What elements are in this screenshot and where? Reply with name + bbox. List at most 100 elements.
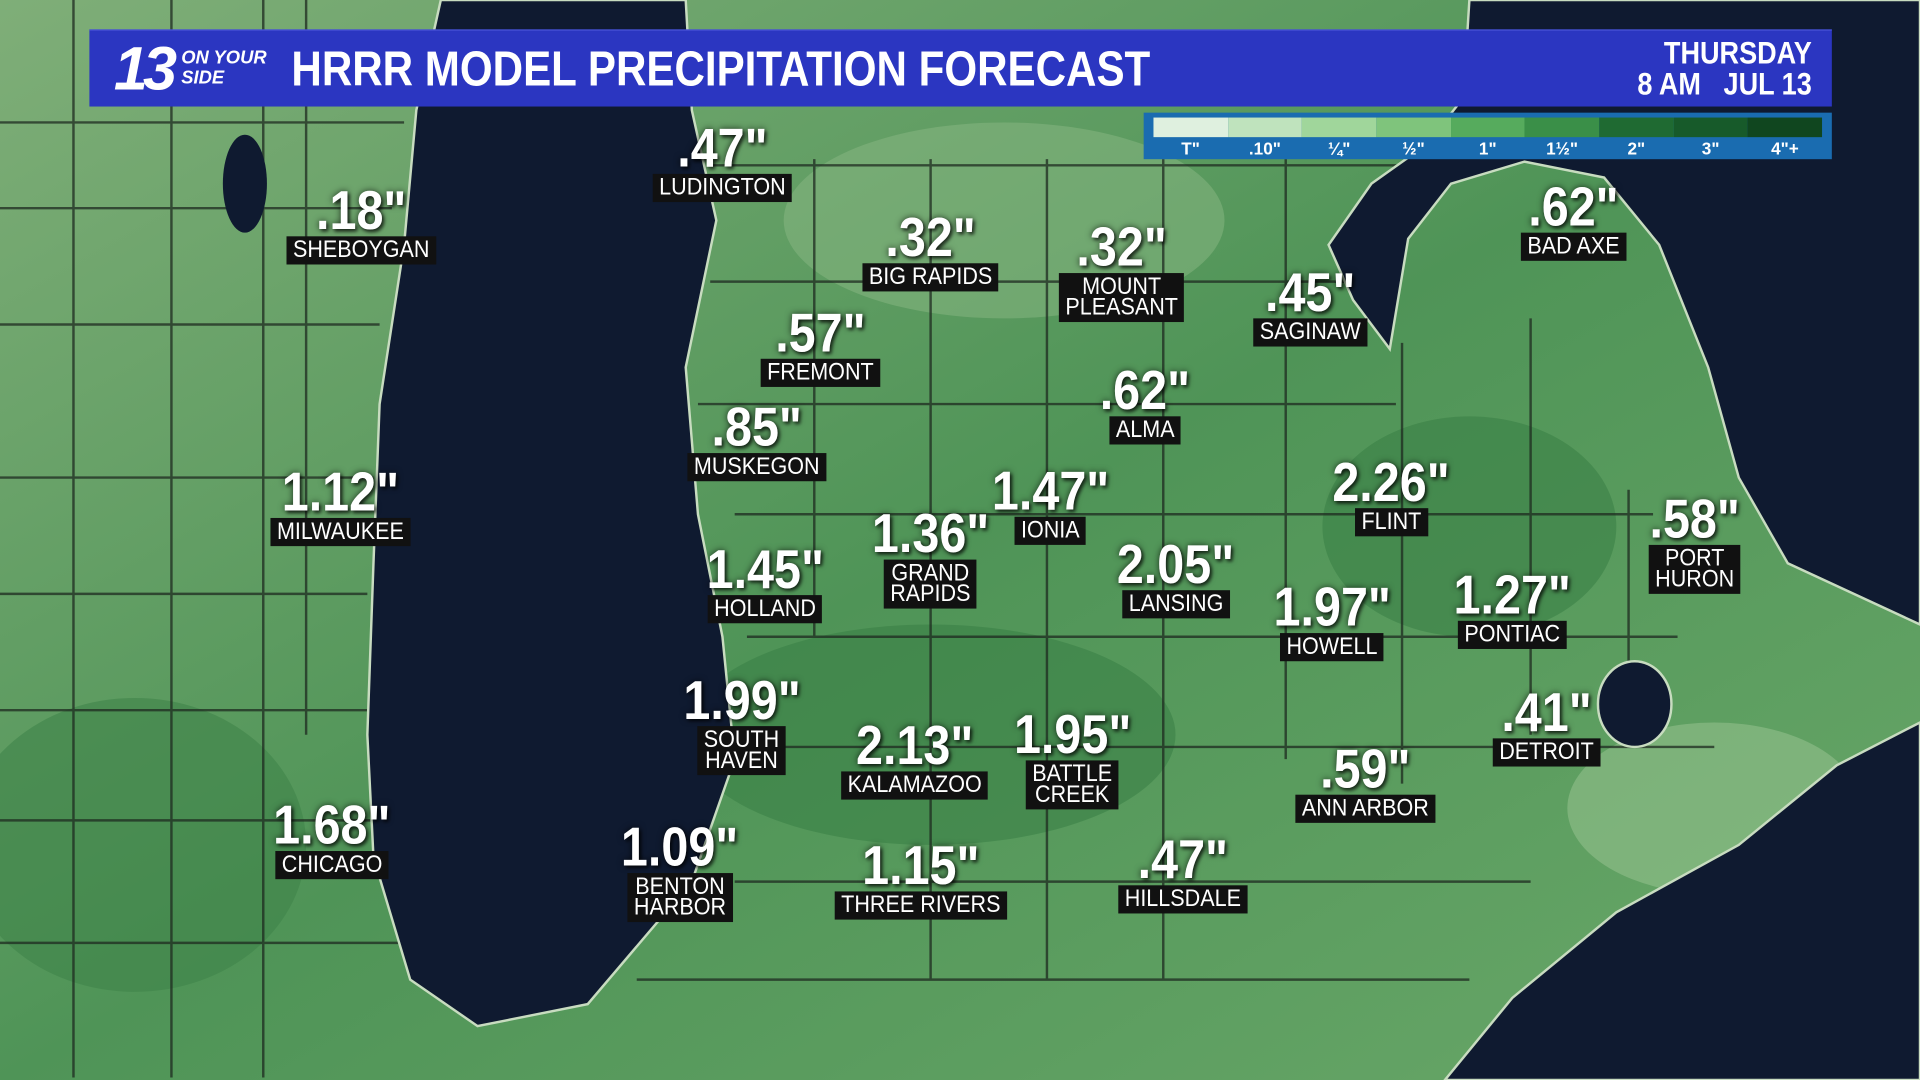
city-label: LUDINGTON: [652, 173, 793, 203]
city-marker: .62" ALMA: [1094, 358, 1197, 445]
city-marker: 2.13" KALAMAZOO: [831, 718, 998, 800]
precip-value: .32": [885, 205, 976, 269]
precip-value: 1.47": [991, 459, 1110, 522]
legend-swatch: [1599, 117, 1674, 138]
legend-label: .10": [1248, 138, 1281, 158]
legend-label: ¼": [1327, 138, 1351, 158]
city-label: HILLSDALE: [1118, 885, 1248, 914]
city-marker: .85" MUSKEGON: [678, 395, 836, 482]
precip-value: 1.09": [620, 815, 739, 878]
precip-value: .47": [677, 116, 768, 179]
city-marker: 1.68" CHICAGO: [265, 793, 398, 880]
legend-swatch: [1376, 117, 1451, 138]
city-marker: 1.99" SOUTH HAVEN: [675, 668, 808, 776]
precip-value: 1.45": [706, 537, 824, 601]
precip-value: .58": [1649, 487, 1740, 550]
legend-swatch: [1153, 117, 1228, 138]
legend-swatch: [1524, 117, 1600, 138]
city-label: CHICAGO: [275, 851, 389, 880]
city-label: LANSING: [1121, 590, 1230, 619]
city-label: THREE RIVERS: [834, 891, 1007, 920]
precip-value: .32": [1076, 215, 1167, 278]
city-marker: .41" DETROIT: [1485, 684, 1607, 767]
city-marker: 1.47" IONIA: [984, 459, 1117, 545]
city-marker: 1.97" HOWELL: [1266, 579, 1399, 662]
city-marker: 1.45" HOLLAND: [699, 537, 832, 624]
city-marker: 1.27" PONTIAC: [1446, 563, 1579, 649]
precip-value: .47": [1137, 827, 1229, 891]
city-marker: .57" FREMONT: [753, 301, 889, 387]
city-marker: .47" LUDINGTON: [643, 116, 801, 203]
precip-value: .62": [1099, 358, 1191, 422]
city-marker: .45" SAGINAW: [1245, 260, 1374, 347]
precip-value: .57": [775, 301, 866, 364]
precip-value: 2.26": [1332, 450, 1450, 514]
legend-swatch: [1227, 117, 1303, 138]
precip-value: .18": [316, 178, 407, 242]
city-marker: 1.09" BENTON HARBOR: [613, 815, 746, 923]
city-label: SAGINAW: [1253, 318, 1368, 347]
city-marker: .32" BIG RAPIDS: [853, 205, 1008, 292]
legend-label: ½": [1402, 138, 1425, 158]
lake-winnebago: [222, 134, 267, 233]
city-label: FLINT: [1354, 508, 1428, 537]
precip-value: 1.36": [871, 502, 990, 565]
county-lines: [0, 0, 1715, 1078]
city-label: SHEBOYGAN: [286, 236, 436, 265]
forecast-day: THURSDAY: [1664, 34, 1813, 72]
city-label: GRAND RAPIDS: [884, 559, 978, 609]
city-label: BAD AXE: [1520, 232, 1627, 261]
city-marker: .58" PORT HURON: [1642, 487, 1747, 594]
legend-swatch: [1302, 117, 1377, 138]
city-marker: 1.15" THREE RIVERS: [823, 833, 1019, 920]
city-label: BIG RAPIDS: [862, 263, 999, 292]
city-marker: 1.36" GRAND RAPIDS: [864, 502, 997, 609]
lake-st-clair: [1596, 660, 1673, 749]
city-marker: 1.12" MILWAUKEE: [261, 460, 420, 547]
forecast-date: JUL 13: [1723, 64, 1813, 102]
city-marker: 1.95" BATTLE CREEK: [1006, 702, 1139, 810]
city-marker: .59" ANN ARBOR: [1286, 737, 1445, 823]
lake-erie: [1443, 721, 1920, 1080]
lake-michigan: [366, 0, 736, 1028]
logo-tagline: ON YOUR SIDE: [181, 47, 267, 89]
legend-label: 3": [1701, 138, 1720, 158]
precip-value: .45": [1264, 260, 1356, 324]
precip-value: 1.12": [281, 460, 400, 523]
city-label: IONIA: [1014, 516, 1087, 545]
legend-swatch: [1673, 117, 1748, 138]
legend-label: 4"+: [1771, 138, 1799, 158]
precip-value: .85": [711, 395, 802, 458]
precip-value: 1.15": [862, 833, 980, 897]
city-label: BENTON HARBOR: [627, 873, 733, 923]
city-marker: .18" SHEBOYGAN: [276, 178, 446, 265]
legend-swatch: [1747, 117, 1823, 138]
city-label: PORT HURON: [1648, 544, 1741, 594]
city-label: ANN ARBOR: [1295, 794, 1436, 823]
city-label: HOWELL: [1280, 633, 1385, 662]
city-label: MILWAUKEE: [270, 517, 411, 547]
city-marker: .32" MOUNT PLEASANT: [1050, 215, 1193, 323]
city-marker: .47" HILLSDALE: [1109, 827, 1256, 914]
legend-swatch: [1450, 117, 1525, 138]
city-label: ALMA: [1109, 416, 1181, 445]
precip-value: .59": [1320, 737, 1411, 800]
precip-value: 1.27": [1453, 563, 1571, 626]
city-label: FREMONT: [760, 358, 881, 387]
city-label: PONTIAC: [1457, 620, 1567, 649]
precip-value: 1.68": [273, 793, 391, 856]
legend-label: 1": [1478, 138, 1497, 158]
logo-number: 13: [113, 34, 177, 103]
precipitation-legend: T" .10" ¼" ½" 1" 1½" 2" 3" 4"+: [1143, 112, 1832, 160]
precip-value: .62": [1528, 175, 1619, 238]
city-marker: .62" BAD AXE: [1514, 175, 1634, 261]
forecast-hour: 8 AM: [1637, 64, 1702, 102]
city-label: MOUNT PLEASANT: [1058, 273, 1185, 323]
city-label: MUSKEGON: [687, 453, 827, 482]
legend-label: 2": [1627, 138, 1646, 158]
city-label: KALAMAZOO: [841, 771, 989, 800]
precip-value: 1.95": [1013, 702, 1132, 766]
city-marker: 2.26" FLINT: [1324, 450, 1457, 537]
precip-value: 1.99": [683, 668, 801, 732]
